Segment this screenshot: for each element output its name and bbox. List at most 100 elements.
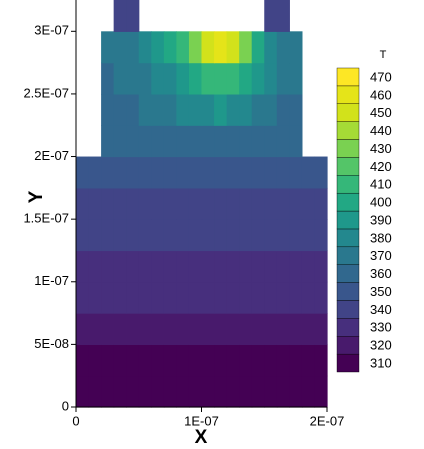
contour-cell (126, 313, 140, 345)
colorbar-swatch (336, 264, 360, 283)
contour-cell (201, 93, 215, 126)
contour-cell (113, 375, 127, 408)
contour-cell (151, 281, 165, 314)
colorbar-swatch (336, 139, 360, 158)
contour-cell (176, 93, 190, 126)
contour-cell (201, 219, 215, 252)
contour-cell (239, 281, 253, 314)
colorbar-label: 320 (370, 338, 392, 353)
contour-cell (289, 344, 303, 377)
x-tick-label: 2E-07 (310, 413, 345, 428)
contour-cell (138, 281, 152, 314)
contour-cell (264, 0, 278, 32)
contour-cell (226, 31, 240, 64)
colorbar-swatch (336, 85, 360, 104)
contour-cell (101, 250, 115, 283)
contour-cell (214, 313, 228, 345)
contour-cell (151, 62, 165, 95)
contour-cell (138, 31, 152, 64)
contour-cell (113, 93, 127, 126)
contour-cell (151, 219, 165, 252)
contour-cell (188, 344, 203, 377)
contour-cell (113, 250, 127, 283)
colorbar-label: 460 (370, 87, 392, 102)
contour-cell (113, 156, 127, 189)
contour-cell (163, 313, 177, 345)
contour-cell (264, 281, 278, 314)
contour-cell (264, 31, 278, 64)
contour-cell (126, 156, 140, 189)
contour-cell (214, 93, 228, 126)
colorbar-swatch (336, 103, 360, 122)
colorbar-swatch (336, 121, 360, 140)
contour-cell (264, 375, 278, 408)
contour-cell (251, 187, 265, 220)
contour-cell (126, 0, 140, 32)
contour-cell (113, 125, 127, 158)
contour-cell (251, 344, 265, 377)
colorbar-label: 310 (370, 355, 392, 370)
contour-cell (301, 219, 316, 252)
contour-cell (113, 344, 127, 377)
contour-cell (226, 156, 240, 189)
contour-cell (289, 187, 303, 220)
contour-cell (151, 375, 165, 408)
contour-cell (163, 62, 177, 95)
contour-cell (163, 375, 177, 408)
contour-cell (126, 375, 140, 408)
contour-cell (214, 62, 228, 95)
contour-cell (239, 344, 253, 377)
contour-cell (289, 250, 303, 283)
contour-cell (176, 219, 190, 252)
colorbar-label: 400 (370, 195, 392, 210)
contour-cell (239, 313, 253, 345)
contour-cell (239, 250, 253, 283)
contour-cell (113, 281, 127, 314)
contour-cell (188, 93, 203, 126)
contour-cell (314, 250, 328, 283)
contour-cell (314, 219, 328, 252)
contour-cell (201, 125, 215, 158)
contour-cell (151, 313, 165, 345)
contour-cell (201, 281, 215, 314)
contour-cell (76, 187, 90, 220)
contour-cell (138, 93, 152, 126)
contour-cell (201, 313, 215, 345)
contour-cell (239, 31, 253, 64)
contour-cell (276, 375, 290, 408)
contour-cell (126, 187, 140, 220)
contour-cell (88, 281, 102, 314)
contour-cell (276, 344, 290, 377)
contour-cell (239, 156, 253, 189)
contour-cell (264, 93, 278, 126)
contour-cell (188, 156, 203, 189)
contour-cell (201, 31, 215, 64)
colorbar-swatch (336, 336, 360, 355)
contour-cell (214, 187, 228, 220)
contour-cell (239, 62, 253, 95)
contour-cell (76, 375, 90, 408)
y-tick-label: 2E-07 (34, 148, 69, 163)
contour-cell (113, 0, 127, 32)
contour-cell (188, 62, 203, 95)
y-tick-label: 0 (62, 398, 69, 413)
contour-cell (176, 344, 190, 377)
colorbar-label: 420 (370, 159, 392, 174)
contour-cell (251, 93, 265, 126)
contour-cell (239, 187, 253, 220)
contour-cell (251, 313, 265, 345)
contour-cell (88, 156, 102, 189)
contour-cell (163, 250, 177, 283)
colorbar-swatch (336, 246, 360, 265)
contour-cell (276, 62, 290, 95)
contour-cell (76, 344, 90, 377)
contour-cell (264, 344, 278, 377)
y-tick-label: 2.5E-07 (23, 85, 69, 100)
contour-cell (201, 375, 215, 408)
contour-cell (276, 93, 290, 126)
contour-cell (214, 344, 228, 377)
contour-cell (113, 31, 127, 64)
colorbar-title: T (380, 49, 387, 61)
contour-cell (276, 313, 290, 345)
contour-cell (289, 219, 303, 252)
